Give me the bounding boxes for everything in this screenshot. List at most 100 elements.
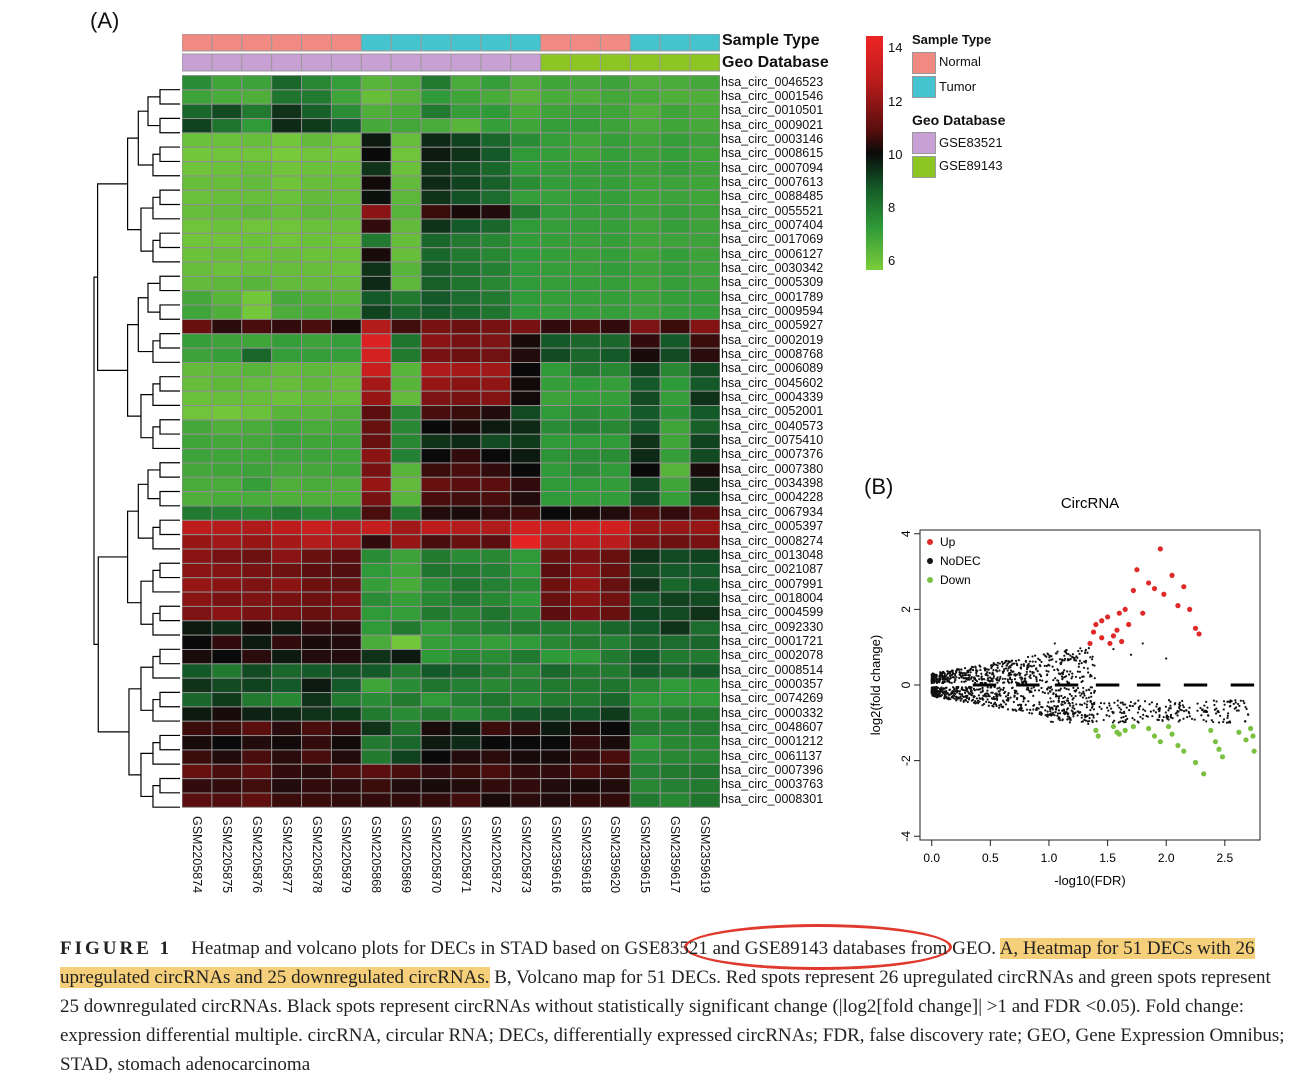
nodec-point bbox=[1108, 704, 1111, 707]
heatmap-cell bbox=[420, 792, 452, 808]
nodec-point bbox=[959, 699, 962, 702]
down-point bbox=[1201, 771, 1207, 777]
nodec-point bbox=[1098, 705, 1101, 709]
dendrogram-branch bbox=[147, 282, 160, 313]
nodec-point bbox=[990, 667, 993, 670]
heatmap-cell bbox=[330, 605, 362, 622]
nodec-point bbox=[1120, 711, 1124, 715]
heatmap-cell bbox=[599, 448, 631, 464]
heatmap-cell bbox=[510, 419, 542, 435]
heatmap-cell bbox=[241, 433, 273, 450]
heatmap-cell bbox=[330, 304, 362, 320]
heatmap-cell bbox=[570, 433, 601, 450]
down-point bbox=[1157, 739, 1163, 745]
heatmap-cell bbox=[540, 534, 572, 550]
nodec-point bbox=[1226, 714, 1229, 717]
heatmap-cell bbox=[689, 763, 720, 780]
heatmap-cell bbox=[510, 591, 542, 607]
nodec-point bbox=[1033, 703, 1036, 707]
nodec-point bbox=[1032, 674, 1036, 677]
heatmap-cell bbox=[659, 275, 691, 292]
heatmap-cell bbox=[211, 261, 243, 277]
nodec-point bbox=[1096, 713, 1099, 716]
nodec-point bbox=[1087, 647, 1090, 650]
nodec-point bbox=[1011, 670, 1014, 673]
nodec-point bbox=[943, 675, 946, 678]
heatmap-cell bbox=[599, 304, 631, 320]
nodec-point bbox=[975, 688, 979, 691]
sample-type-cell bbox=[271, 34, 303, 52]
heatmap-cell bbox=[390, 362, 422, 378]
heatmap-cell bbox=[450, 605, 482, 622]
heatmap-cell bbox=[540, 778, 572, 794]
heatmap-cell bbox=[211, 749, 243, 765]
heatmap-cell bbox=[301, 720, 332, 737]
heatmap-cell bbox=[689, 390, 720, 407]
up-point bbox=[1130, 587, 1136, 594]
nodec-point bbox=[964, 699, 968, 702]
heatmap-cell bbox=[689, 692, 720, 708]
up-point bbox=[1122, 606, 1128, 612]
heatmap-cell bbox=[211, 89, 243, 105]
heatmap-cell bbox=[330, 75, 362, 91]
down-point bbox=[1116, 731, 1122, 737]
heatmap-cell bbox=[450, 448, 482, 464]
heatmap-column-label: GSM2205878 bbox=[309, 816, 324, 894]
nodec-point bbox=[995, 697, 999, 700]
heatmap-cell bbox=[420, 175, 452, 191]
heatmap-cell bbox=[241, 390, 273, 407]
heatmap-cell bbox=[301, 232, 332, 249]
nodec-point bbox=[1229, 701, 1232, 704]
heatmap-cell bbox=[182, 175, 213, 191]
heatmap-cell bbox=[629, 275, 661, 292]
heatmap-cell bbox=[510, 562, 542, 579]
heatmap-cell bbox=[330, 749, 362, 765]
heatmap-cell bbox=[659, 433, 691, 450]
heatmap-cell bbox=[570, 304, 601, 320]
dendrogram-branch bbox=[159, 376, 180, 392]
nodec-point bbox=[1141, 717, 1144, 720]
nodec-point bbox=[1157, 718, 1160, 722]
heatmap-cell bbox=[211, 605, 243, 622]
nodec-point bbox=[954, 678, 957, 682]
heatmap-cell bbox=[689, 75, 720, 91]
heatmap-cell bbox=[271, 763, 303, 780]
nodec-point bbox=[1182, 710, 1186, 713]
heatmap-cell bbox=[241, 577, 273, 593]
nodec-point bbox=[1199, 706, 1202, 710]
nodec-point bbox=[1188, 715, 1191, 718]
heatmap-cell bbox=[689, 591, 720, 607]
nodec-point bbox=[1037, 689, 1041, 692]
heatmap-cell bbox=[629, 419, 661, 435]
heatmap-cell bbox=[390, 720, 422, 737]
heatmap-cell bbox=[360, 103, 392, 120]
nodec-point bbox=[1074, 675, 1078, 678]
nodec-point bbox=[986, 671, 989, 674]
nodec-point bbox=[1017, 703, 1020, 707]
up-point bbox=[1114, 627, 1120, 633]
heatmap-cell bbox=[420, 649, 452, 665]
nodec-point bbox=[1212, 720, 1215, 724]
nodec-point bbox=[1029, 689, 1032, 693]
heatmap-cell bbox=[360, 419, 392, 435]
nodec-point bbox=[1014, 659, 1018, 663]
nodec-point bbox=[962, 688, 965, 692]
heatmap-cell bbox=[330, 649, 362, 665]
heatmap-cell bbox=[480, 405, 512, 421]
nodec-point bbox=[1056, 714, 1059, 717]
heatmap-cell bbox=[301, 333, 332, 349]
heatmap-cell bbox=[390, 419, 422, 435]
nodec-point bbox=[970, 675, 973, 679]
heatmap-cell bbox=[182, 247, 213, 263]
up-point bbox=[1169, 572, 1175, 578]
heatmap-cell bbox=[420, 390, 452, 407]
heatmap-cell bbox=[510, 763, 542, 780]
heatmap-cell bbox=[450, 390, 482, 407]
heatmap-cell bbox=[629, 347, 661, 363]
heatmap-cell bbox=[330, 462, 362, 478]
nodec-point bbox=[1085, 689, 1088, 692]
heatmap-cell bbox=[182, 89, 213, 105]
caption-text-2: B, Volcano map for 51 DECs. Red spots re… bbox=[60, 967, 1285, 1075]
heatmap-cell bbox=[211, 519, 243, 536]
